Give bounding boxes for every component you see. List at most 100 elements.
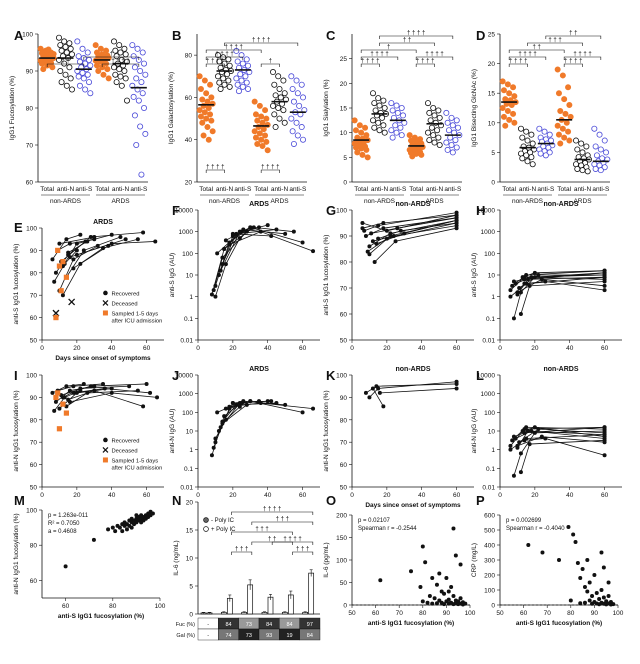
panel-N: N 0 5 10 15 20 IL-6 (ng/mL) - Poly IC + Poly IC †… — [172, 493, 321, 641]
data-point — [258, 136, 265, 143]
data-point — [112, 47, 119, 54]
data-point — [601, 137, 608, 144]
x-tick-label: 40 — [264, 345, 272, 352]
data-point — [463, 601, 468, 606]
y-tick-label: 5 — [343, 155, 347, 162]
data-point — [81, 248, 86, 253]
panel-letter-C: C — [326, 28, 336, 43]
data-point — [233, 75, 240, 82]
x-tick-label: 100 — [613, 610, 624, 617]
x-tick-label: 0 — [40, 492, 44, 499]
x-tick-label: 20 — [383, 345, 391, 352]
data-point — [526, 543, 531, 547]
data-point — [300, 410, 305, 415]
x-tick-label: anti-S — [234, 186, 252, 193]
y-tick-label: 0.01 — [482, 485, 495, 492]
significance-label: † † † † — [111, 59, 129, 65]
data-point — [113, 53, 120, 60]
data-point — [57, 406, 62, 411]
data-point — [251, 98, 258, 105]
data-point — [504, 81, 511, 88]
x-tick-label: 80 — [567, 610, 575, 617]
significance-label: † † † — [235, 547, 248, 553]
data-point — [222, 414, 227, 419]
data-point — [203, 90, 210, 97]
data-point — [141, 230, 146, 235]
y-tick-label: 100 — [26, 226, 37, 233]
series-line — [520, 281, 605, 315]
data-point — [109, 232, 114, 237]
significance-bracket — [563, 63, 583, 67]
data-point — [367, 395, 372, 400]
data-point — [499, 78, 506, 85]
data-point — [209, 128, 216, 135]
data-point — [398, 132, 405, 139]
data-point — [102, 386, 107, 391]
data-point — [543, 279, 548, 284]
y-tick-label: 90 — [340, 234, 348, 241]
data-point — [137, 68, 144, 75]
data-point — [454, 213, 459, 218]
data-point — [117, 49, 124, 56]
y-tick-label: 60 — [340, 462, 348, 469]
data-point — [217, 85, 224, 92]
data-point — [432, 596, 437, 601]
data-point — [574, 165, 581, 172]
significance-bracket — [563, 56, 602, 60]
series-line — [68, 390, 144, 407]
series-line — [59, 245, 98, 291]
data-point — [62, 71, 69, 78]
data-point — [370, 386, 375, 391]
data-point — [263, 115, 270, 122]
data-point — [351, 117, 358, 124]
data-point — [504, 107, 511, 114]
panel-letter-B: B — [172, 28, 181, 43]
data-point — [200, 132, 207, 139]
legend-marker — [102, 310, 108, 316]
panel-letter-E: E — [14, 220, 23, 235]
y-tick-label: 0 — [343, 180, 347, 187]
x-tick-label: anti-N — [426, 186, 444, 193]
data-point — [223, 262, 228, 267]
data-point — [597, 167, 604, 174]
data-point — [409, 153, 416, 160]
data-point — [453, 117, 460, 124]
y-axis-label: IgG1 Bisecting GlcNAc (%) — [471, 69, 478, 147]
data-point — [148, 390, 153, 395]
data-point — [57, 68, 64, 75]
data-point — [262, 107, 269, 114]
data-point — [426, 137, 433, 144]
data-point — [356, 122, 363, 129]
data-point — [394, 109, 401, 116]
x-tick-label: 40 — [264, 492, 272, 499]
data-point — [67, 75, 74, 82]
data-point — [436, 141, 443, 148]
x-tick-label: anti-N — [57, 186, 75, 193]
data-point — [529, 140, 536, 147]
data-point — [155, 395, 160, 400]
significance-label: † † † † — [416, 59, 434, 65]
y-tick-label: 15 — [488, 91, 496, 98]
data-point — [590, 594, 595, 598]
data-point — [63, 82, 70, 89]
data-point — [431, 112, 438, 119]
significance-label: † † † — [276, 517, 289, 523]
data-point — [430, 576, 435, 580]
data-point — [86, 79, 93, 86]
y-tick-label: 0.1 — [184, 466, 193, 473]
y-tick-label: 15 — [340, 106, 348, 113]
data-point — [409, 569, 413, 574]
y-tick-label: 1 — [491, 294, 495, 301]
data-point — [583, 143, 590, 150]
data-point — [592, 143, 599, 150]
significance-label: † † — [61, 59, 69, 65]
data-point — [122, 75, 129, 82]
x-tick-label: 60 — [143, 492, 151, 499]
data-point — [294, 132, 301, 139]
y-tick-label: 20 — [185, 180, 193, 187]
data-point — [511, 434, 516, 439]
data-point — [67, 45, 74, 52]
significance-label: † † † † — [215, 52, 233, 58]
data-point — [221, 81, 228, 88]
panel-letter-A: A — [14, 28, 24, 43]
